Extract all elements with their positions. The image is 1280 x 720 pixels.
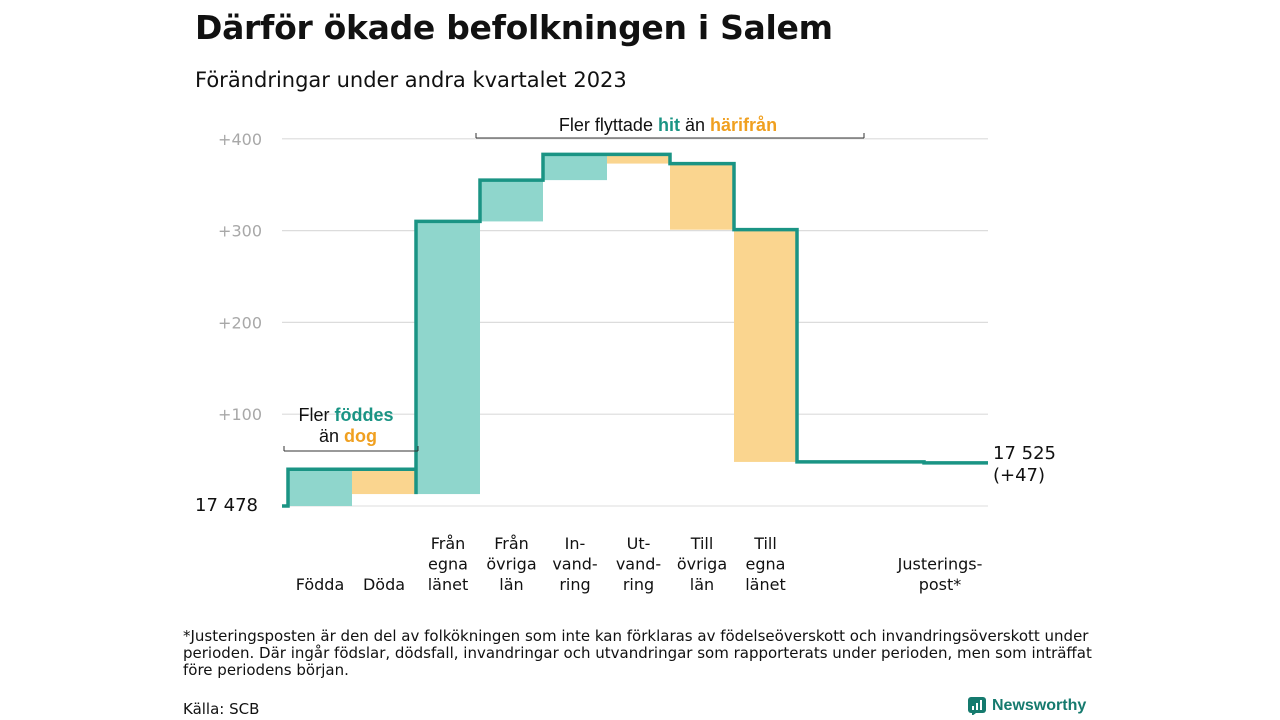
category-label: ring <box>623 575 654 594</box>
waterfall-bar <box>288 469 352 506</box>
waterfall-bar <box>734 229 797 462</box>
category-label: post* <box>919 575 962 594</box>
births-line2-highlight: dog <box>344 426 377 446</box>
waterfall-bar <box>607 154 670 164</box>
category-label: län <box>690 575 714 594</box>
migration-bracket <box>475 133 865 139</box>
category-label: vand- <box>552 555 597 574</box>
category-label: egna <box>746 555 786 574</box>
category-label: Döda <box>363 575 405 594</box>
migration-annotation: Fler flyttade hit än härifrån <box>475 115 865 139</box>
waterfall-bar <box>416 221 480 495</box>
y-tick-label: +300 <box>218 222 262 241</box>
chart-subtitle: Förändringar under andra kvartalet 2023 <box>195 68 627 92</box>
step-line-group <box>282 152 988 508</box>
category-label: länet <box>745 575 786 594</box>
waterfall-bar <box>352 469 416 495</box>
category-label: Till <box>753 534 777 553</box>
bars <box>288 154 797 506</box>
category-label: Födda <box>296 575 345 594</box>
waterfall-bar <box>480 180 543 222</box>
step-line <box>282 152 988 508</box>
newsworthy-logo-icon <box>968 697 986 715</box>
footnote: *Justeringsposten är den del av folkökni… <box>183 627 1092 679</box>
migration-prefix: Fler flyttade <box>559 115 653 135</box>
brand-name: Newsworthy <box>992 697 1087 714</box>
migration-middle: än <box>685 115 705 135</box>
brand-logo: Newsworthy <box>968 697 1086 715</box>
category-label: övriga <box>677 555 727 574</box>
y-tick-label: +400 <box>218 130 262 149</box>
category-label: Justerings- <box>897 555 983 574</box>
category-label: egna <box>428 555 468 574</box>
start-value-label: 17 478 <box>195 495 258 516</box>
births-line1-highlight: föddes <box>335 405 394 425</box>
y-tick-label: +100 <box>218 405 262 424</box>
waterfall-chart: +100+200+300+400 Födda DödaFrånegnalänetF… <box>195 115 1056 594</box>
births-annotation-line2: än dog <box>319 426 377 446</box>
category-label: Ut- <box>627 534 651 553</box>
category-label: ring <box>559 575 590 594</box>
category-label: Till <box>690 534 714 553</box>
source-label: Källa: SCB <box>183 700 260 718</box>
category-label: länet <box>428 575 469 594</box>
y-axis-ticks: +100 +200 +300 +400 <box>218 130 262 424</box>
category-label: Från <box>494 534 529 553</box>
migration-annotation-text: Fler flyttade hit än härifrån <box>559 115 777 135</box>
end-value-label: 17 525 <box>993 443 1056 464</box>
chart-title: Därför ökade befolkningen i Salem <box>195 8 833 47</box>
births-line1-prefix: Fler <box>298 405 329 425</box>
gridlines <box>282 138 988 507</box>
births-bracket <box>283 446 419 452</box>
y-tick-label: +200 <box>218 313 262 332</box>
births-annotation-line1: Fler föddes <box>298 405 393 425</box>
category-label: In- <box>565 534 586 553</box>
category-label: län <box>499 575 523 594</box>
migration-highlight-harifran: härifrån <box>710 115 777 135</box>
end-change-label: (+47) <box>993 465 1045 486</box>
waterfall-bar <box>670 163 734 230</box>
births-annotation: Fler föddes än dog <box>283 405 419 452</box>
migration-highlight-hit: hit <box>658 115 680 135</box>
waterfall-bar <box>543 154 607 181</box>
category-label: vand- <box>616 555 661 574</box>
births-line2-prefix: än <box>319 426 339 446</box>
category-labels: Födda DödaFrånegnalänetFrånövrigalänIn-va… <box>296 534 983 594</box>
category-label: Från <box>431 534 466 553</box>
category-label: övriga <box>486 555 536 574</box>
